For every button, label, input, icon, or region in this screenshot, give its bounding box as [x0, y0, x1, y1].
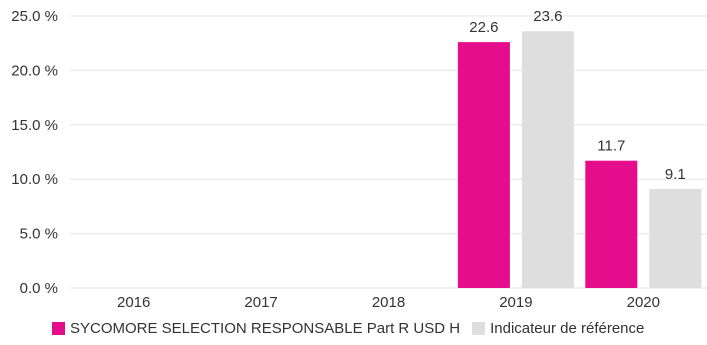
y-axis-tick-labels: 0.0 % 5.0 % 10.0 % 15.0 % 20.0 % 25.0 %	[11, 8, 58, 297]
legend-label-benchmark: Indicateur de référence	[490, 320, 645, 337]
data-labels: 22.6 23.6 11.7 9.1	[469, 8, 685, 183]
data-label: 23.6	[533, 8, 562, 25]
y-tick-label: 15.0 %	[11, 117, 58, 134]
y-tick-label: 20.0 %	[11, 62, 58, 79]
bar-benchmark-2020[interactable]	[649, 188, 702, 288]
legend-swatch-benchmark	[472, 322, 486, 335]
data-label: 22.6	[469, 19, 498, 36]
x-tick-label: 2017	[244, 294, 277, 311]
bar-fund-2020[interactable]	[585, 160, 638, 288]
data-label: 9.1	[665, 166, 686, 183]
legend-item-benchmark[interactable]: Indicateur de référence	[472, 320, 644, 337]
data-label: 11.7	[597, 138, 625, 155]
bar-fund-2019[interactable]	[457, 42, 510, 288]
y-tick-label: 5.0 %	[20, 226, 58, 243]
bars	[457, 31, 702, 289]
x-tick-label: 2016	[117, 294, 150, 311]
y-tick-label: 0.0 %	[20, 280, 58, 297]
bar-benchmark-2019[interactable]	[521, 31, 574, 289]
legend: SYCOMORE SELECTION RESPONSABLE Part R US…	[52, 320, 656, 337]
x-tick-label: 2019	[499, 294, 532, 311]
legend-label-fund: SYCOMORE SELECTION RESPONSABLE Part R US…	[70, 320, 461, 337]
legend-swatch-fund	[52, 322, 65, 335]
y-tick-label: 25.0 %	[11, 8, 58, 25]
x-tick-label: 2018	[372, 294, 405, 311]
x-tick-label: 2020	[627, 294, 660, 311]
legend-item-fund[interactable]: SYCOMORE SELECTION RESPONSABLE Part R US…	[52, 320, 460, 337]
x-axis-tick-labels: 2016 2017 2018 2019 2020	[117, 294, 660, 311]
y-tick-label: 10.0 %	[11, 171, 58, 188]
